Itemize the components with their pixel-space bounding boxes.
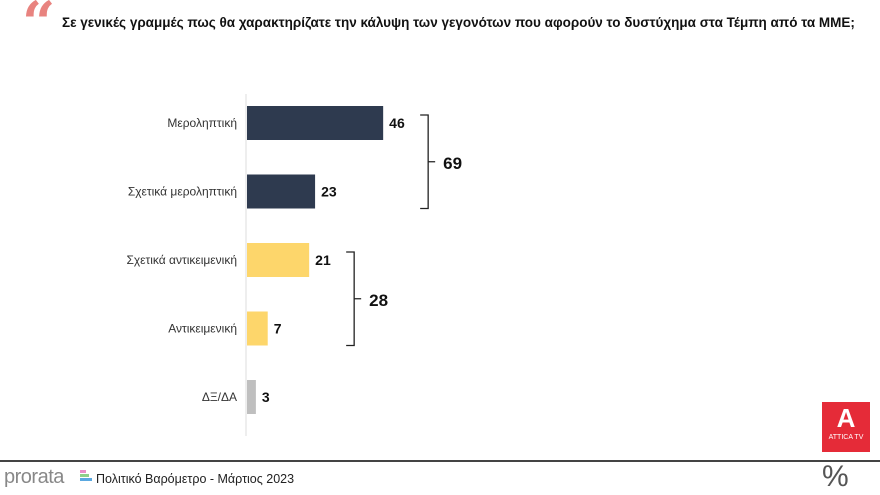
quote-icon: “ — [22, 0, 56, 57]
footer-subtitle: Πολιτικό Βαρόμετρο - Μάρτιος 2023 — [96, 472, 295, 486]
group-total-label: 69 — [443, 154, 462, 173]
value-label: 21 — [315, 252, 331, 268]
value-label: 3 — [262, 389, 270, 405]
value-label: 7 — [274, 321, 282, 337]
prorata-logo: prorata — [4, 466, 64, 488]
attica-tv-logo: A ATTICA TV — [822, 402, 870, 452]
bar — [247, 380, 256, 414]
bar — [247, 106, 384, 140]
footer-divider — [0, 460, 880, 462]
bar — [247, 174, 316, 209]
value-label: 46 — [389, 115, 405, 131]
group-bracket — [346, 251, 362, 347]
category-label: ΔΞ/ΔΑ — [202, 390, 237, 404]
category-label: Σχετικά μεροληπτική — [128, 185, 237, 199]
category-label: Μεροληπτική — [167, 116, 237, 130]
group-total-label: 28 — [369, 291, 388, 310]
group-bracket — [420, 114, 436, 210]
bar — [247, 311, 268, 346]
prorata-bars-icon — [80, 470, 92, 486]
category-label: Σχετικά αντικειμενική — [126, 253, 237, 267]
category-label: Αντικειμενική — [168, 322, 237, 336]
bar-chart: Μεροληπτική 46 Σχετικά μεροληπτική 23 Σχετικ… — [126, 94, 462, 436]
value-label: 23 — [321, 184, 337, 200]
question-title: Σε γενικές γραμμές πως θα χαρακτηρίζατε … — [62, 15, 855, 30]
percent-unit: % — [822, 460, 849, 493]
bar — [247, 243, 310, 277]
